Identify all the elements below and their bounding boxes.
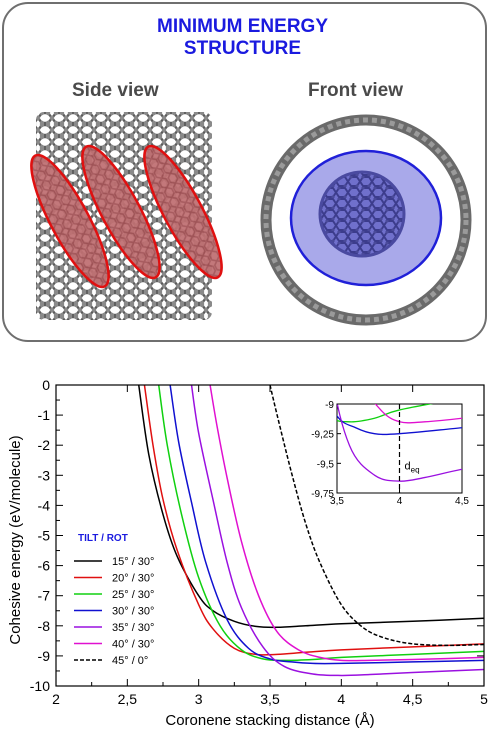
inset-series-line-4 [337, 414, 462, 436]
coronene-front-ellipse [289, 149, 443, 287]
cohesive-energy-chart: 2 2,5 3 3,5 4 4,5 5 0 -1 -2 -3 -4 -5 -6 -7 -8 -9 -10 deq 3… [7, 372, 491, 729]
x-tick-label: 2,5 [118, 691, 138, 707]
chart-series-lines [138, 385, 484, 677]
x-tick-label: 3 [195, 691, 203, 707]
series-line-7 [269, 385, 484, 647]
y-tick-label: 0 [42, 377, 50, 393]
side-view-label: Side view [72, 80, 159, 101]
nanotube-front-view [260, 114, 472, 326]
y-tick-label: -2 [38, 437, 51, 453]
y-tick-label: -9 [38, 648, 51, 664]
series-line-5 [190, 385, 484, 677]
y-tick-label: -3 [38, 467, 51, 483]
series-line-3 [157, 385, 484, 662]
inset-x-tick-label: 4,5 [455, 496, 469, 507]
inset-x-tick-label: 3,5 [330, 496, 344, 507]
front-view-label: Front view [308, 80, 404, 101]
y-tick-label: -1 [38, 407, 51, 423]
inset-chart: deq 3,5 4 4,5 -9 -9,25 -9,5 -9,75 [227, 372, 491, 507]
legend-entry: 40° / 30° [112, 639, 154, 651]
y-axis-label: Cohesive energy (eV/molecule) [7, 435, 24, 644]
inset-series [227, 372, 491, 482]
inset-series-line-2 [227, 372, 491, 400]
inset-y-tick-label: -9,75 [311, 489, 334, 500]
inset-series-line-3 [337, 404, 434, 423]
panel-title-line1: MINIMUM ENERGY [157, 16, 328, 37]
legend-title: TILT / ROT [78, 533, 128, 544]
chart-legend: TILT / ROT 15° / 30° 20° / 30° 25° / 30° 30… [74, 533, 154, 667]
legend-entry: 25° / 30° [112, 589, 154, 601]
coronene-side-ellipses [30, 144, 223, 289]
y-tick-label: -10 [30, 678, 50, 694]
x-tick-label: 2 [52, 691, 60, 707]
series-line-1 [138, 385, 484, 629]
legend-entry: 35° / 30° [112, 622, 154, 634]
inset-x-tick-label: 4 [397, 496, 403, 507]
molecular-structure-illustration [30, 112, 472, 326]
inset-series-line-6 [374, 404, 462, 424]
y-tick-label: -6 [38, 558, 51, 574]
x-tick-label: 4,5 [403, 691, 423, 707]
inset-series-line-5 [337, 404, 462, 482]
legend-entry: 30° / 30° [112, 606, 154, 618]
y-tick-label: -4 [38, 497, 51, 513]
legend-entry: 20° / 30° [112, 573, 154, 585]
series-line-6 [209, 385, 484, 662]
inset-y-tick-label: -9,5 [317, 459, 335, 470]
y-tick-label: -8 [38, 618, 51, 634]
x-tick-label: 3,5 [260, 691, 280, 707]
legend-entry: 15° / 30° [112, 556, 154, 568]
panel-title-line2: STRUCTURE [183, 38, 302, 59]
chart-axes: 2 2,5 3 3,5 4 4,5 5 0 -1 -2 -3 -4 -5 -6 -7 -8 -9 -10 [30, 377, 488, 707]
y-tick-label: -5 [38, 528, 51, 544]
series-line-2 [143, 385, 484, 656]
x-axis-label: Coronene stacking distance (Å) [165, 712, 374, 729]
inset-y-tick-label: -9,25 [311, 430, 334, 441]
inset-deq-label: deq [405, 460, 420, 474]
series-line-4 [169, 385, 484, 665]
y-tick-label: -7 [38, 588, 51, 604]
x-tick-label: 4 [337, 691, 345, 707]
x-tick-label: 5 [480, 691, 488, 707]
legend-entry: 45° / 0° [112, 655, 148, 667]
inset-y-tick-label: -9 [325, 400, 334, 411]
